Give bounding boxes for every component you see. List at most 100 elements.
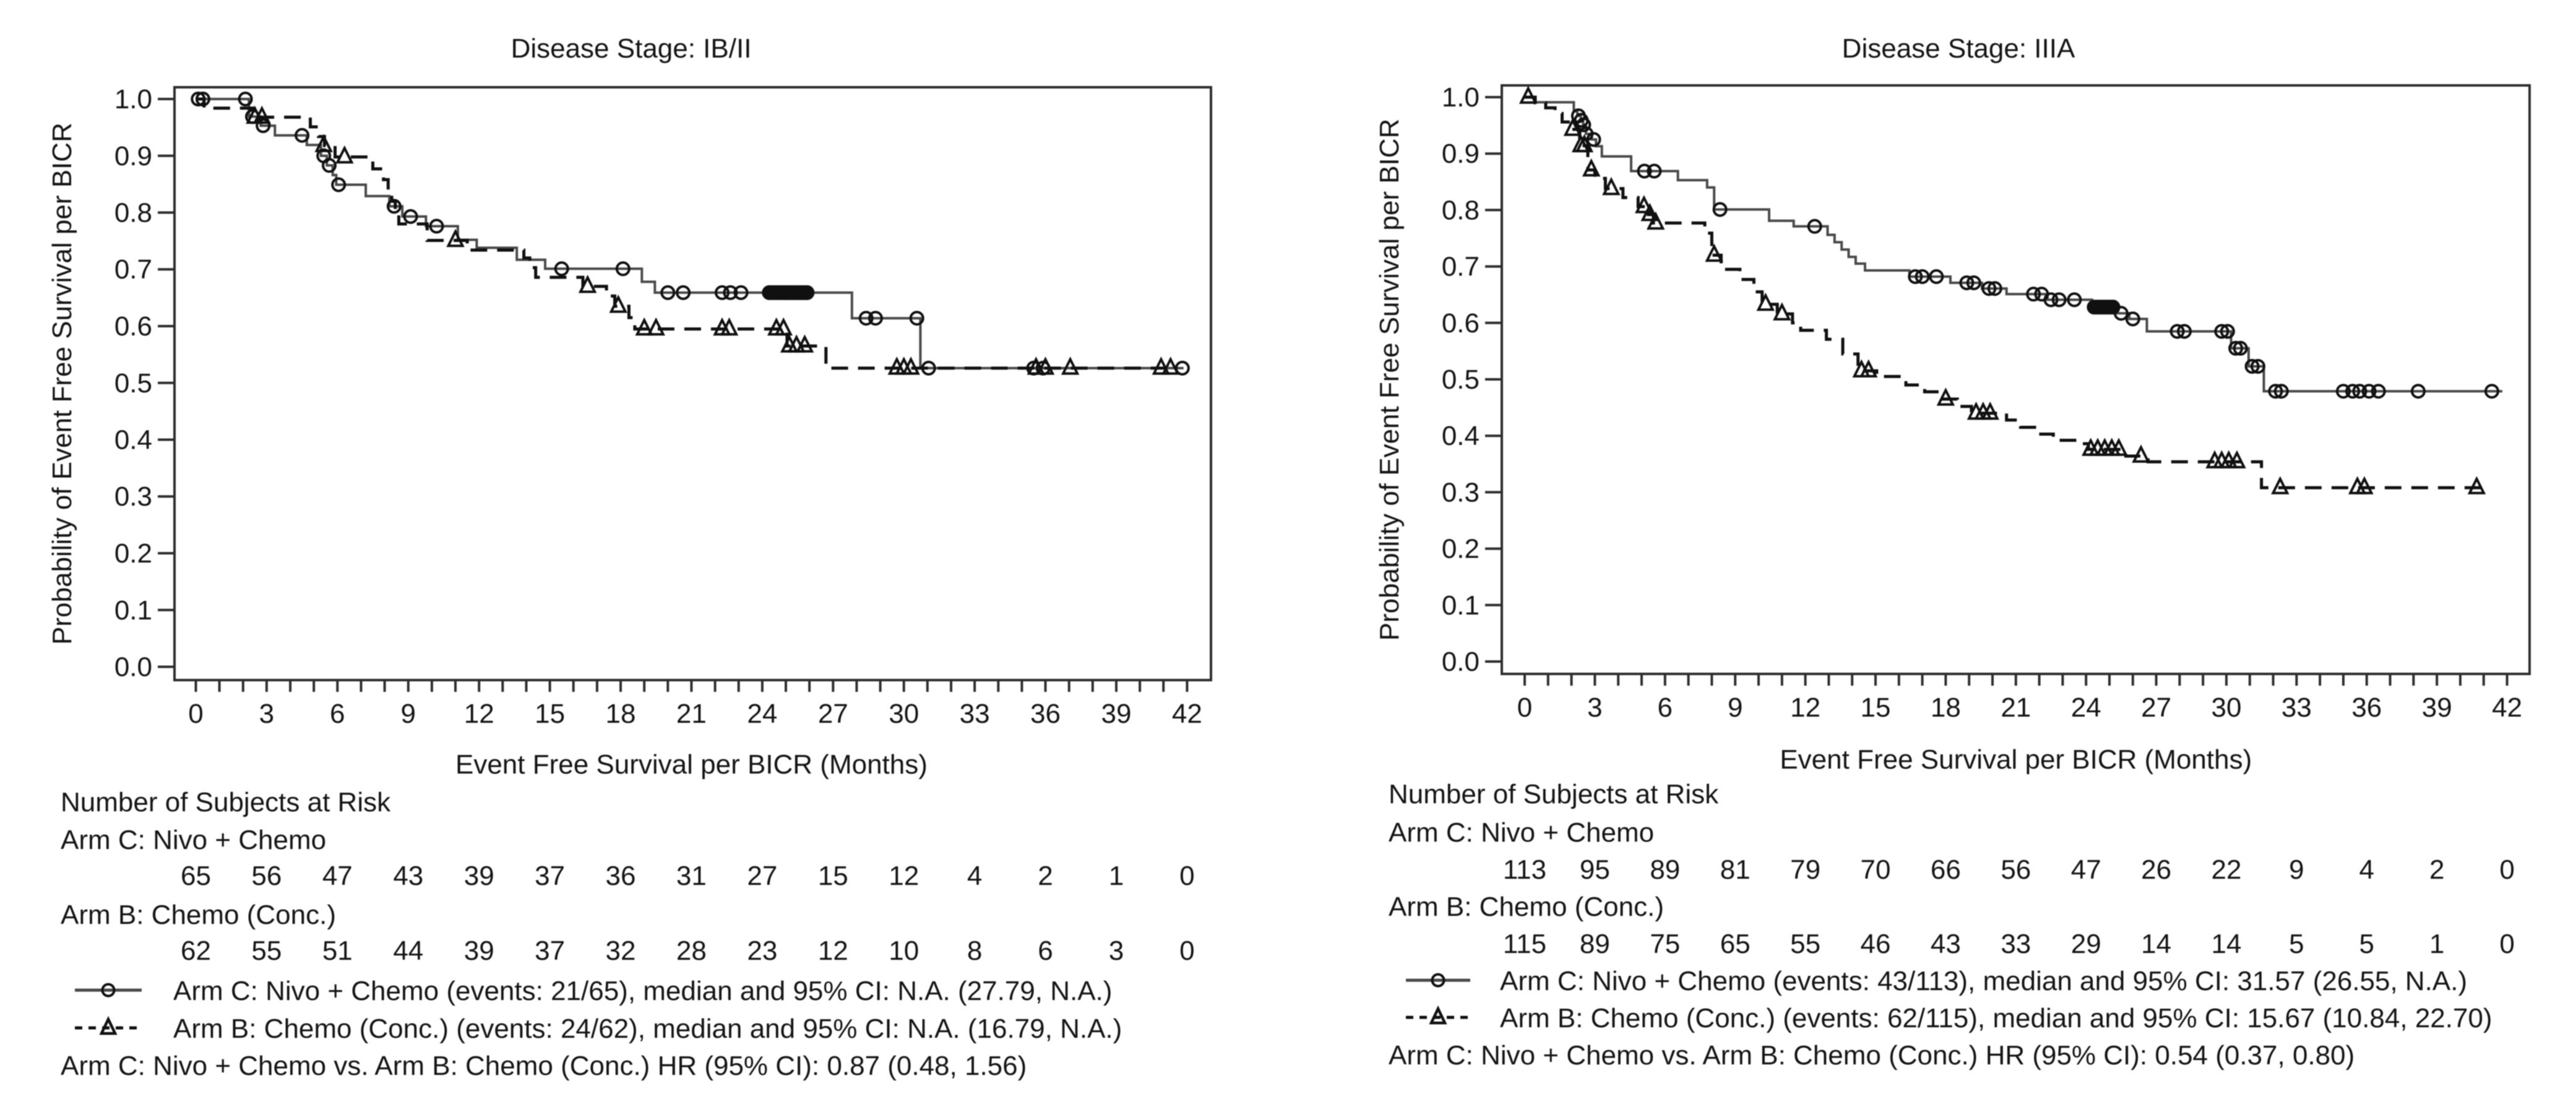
svg-text:3: 3 [259, 699, 274, 729]
svg-text:39: 39 [464, 936, 494, 966]
svg-text:39: 39 [2422, 692, 2452, 723]
svg-text:66: 66 [1931, 855, 1961, 885]
svg-text:0.1: 0.1 [114, 595, 152, 626]
svg-text:42: 42 [1172, 699, 1202, 729]
svg-text:0.3: 0.3 [1442, 477, 1480, 507]
svg-text:27: 27 [747, 861, 777, 891]
svg-text:0.7: 0.7 [114, 254, 152, 285]
svg-text:81: 81 [1720, 855, 1751, 885]
svg-text:95: 95 [1580, 855, 1610, 885]
svg-text:Disease Stage: IIIA: Disease Stage: IIIA [1842, 33, 2075, 64]
svg-text:6: 6 [1658, 692, 1673, 723]
svg-text:0.4: 0.4 [114, 425, 152, 455]
svg-text:0: 0 [2499, 929, 2514, 959]
svg-text:0.9: 0.9 [114, 141, 152, 171]
svg-text:27: 27 [2141, 692, 2171, 723]
svg-text:3: 3 [1587, 692, 1602, 723]
svg-text:15: 15 [535, 699, 565, 729]
svg-text:46: 46 [1861, 929, 1891, 959]
svg-text:47: 47 [2071, 855, 2101, 885]
svg-text:0.5: 0.5 [1442, 364, 1480, 395]
svg-text:29: 29 [2071, 929, 2101, 959]
svg-text:44: 44 [393, 936, 423, 966]
svg-text:33: 33 [2001, 929, 2031, 959]
svg-text:1: 1 [1109, 861, 1124, 891]
svg-text:Event Free Survival per BICR (: Event Free Survival per BICR (Months) [1780, 744, 2252, 775]
svg-text:21: 21 [676, 699, 707, 729]
svg-text:1.0: 1.0 [1442, 82, 1480, 113]
svg-text:0: 0 [2499, 855, 2514, 885]
svg-text:0.9: 0.9 [1442, 139, 1480, 169]
svg-text:55: 55 [251, 936, 282, 966]
svg-text:26: 26 [2141, 855, 2171, 885]
svg-text:0: 0 [1179, 936, 1194, 966]
svg-text:70: 70 [1861, 855, 1891, 885]
svg-text:Number of Subjects at Risk: Number of Subjects at Risk [1389, 779, 1719, 809]
svg-text:15: 15 [1861, 692, 1891, 723]
svg-text:Arm C: Nivo + Chemo: Arm C: Nivo + Chemo [1389, 817, 1654, 848]
svg-text:0: 0 [1517, 692, 1532, 723]
svg-text:115: 115 [1503, 929, 1546, 959]
svg-text:0.0: 0.0 [1442, 647, 1480, 677]
svg-text:12: 12 [889, 861, 919, 891]
svg-text:Arm C: Nivo + Chemo vs. Arm B:: Arm C: Nivo + Chemo vs. Arm B: Chemo (Co… [61, 1051, 1027, 1081]
svg-text:4: 4 [2359, 855, 2374, 885]
svg-text:0.0: 0.0 [114, 652, 152, 683]
svg-text:0.7: 0.7 [1442, 252, 1480, 282]
svg-text:36: 36 [2351, 692, 2382, 723]
svg-text:Arm C: Nivo + Chemo: Arm C: Nivo + Chemo [61, 825, 326, 855]
svg-text:Disease Stage: IB/II: Disease Stage: IB/II [511, 33, 752, 64]
svg-text:65: 65 [1720, 929, 1751, 959]
svg-text:9: 9 [2289, 855, 2304, 885]
svg-text:39: 39 [1101, 699, 1132, 729]
svg-text:30: 30 [889, 699, 919, 729]
svg-text:0: 0 [1179, 861, 1194, 891]
svg-text:12: 12 [818, 936, 848, 966]
svg-text:30: 30 [2212, 692, 2242, 723]
svg-text:12: 12 [464, 699, 494, 729]
svg-text:Event Free Survival per BICR (: Event Free Survival per BICR (Months) [455, 749, 928, 780]
svg-text:14: 14 [2141, 929, 2171, 959]
svg-text:0: 0 [188, 699, 203, 729]
svg-text:0.1: 0.1 [1442, 590, 1480, 621]
svg-text:0.3: 0.3 [114, 481, 152, 512]
svg-text:62: 62 [181, 936, 211, 966]
svg-text:24: 24 [2071, 692, 2101, 723]
svg-text:39: 39 [464, 861, 494, 891]
svg-text:0.4: 0.4 [1442, 421, 1480, 451]
svg-text:23: 23 [747, 936, 777, 966]
svg-text:36: 36 [606, 861, 636, 891]
svg-text:21: 21 [2001, 692, 2031, 723]
svg-text:42: 42 [2492, 692, 2522, 723]
svg-text:89: 89 [1580, 929, 1610, 959]
svg-text:Arm C: Nivo + Chemo vs. Arm B:: Arm C: Nivo + Chemo vs. Arm B: Chemo (Co… [1389, 1040, 2354, 1071]
svg-text:65: 65 [181, 861, 211, 891]
svg-text:43: 43 [393, 861, 423, 891]
svg-text:32: 32 [606, 936, 636, 966]
svg-text:22: 22 [2212, 855, 2242, 885]
svg-text:0.6: 0.6 [114, 311, 152, 342]
svg-text:Arm B: Chemo (Conc.) (events:: Arm B: Chemo (Conc.) (events: 62/115), m… [1500, 1003, 2492, 1033]
svg-text:0.8: 0.8 [1442, 195, 1480, 225]
svg-text:14: 14 [2212, 929, 2242, 959]
svg-text:51: 51 [322, 936, 353, 966]
svg-text:3: 3 [1109, 936, 1124, 966]
svg-text:47: 47 [322, 861, 353, 891]
svg-text:1.0: 1.0 [114, 84, 152, 114]
svg-text:28: 28 [676, 936, 707, 966]
svg-text:Arm C: Nivo + Chemo (events: 4: Arm C: Nivo + Chemo (events: 43/113), me… [1500, 966, 2467, 996]
svg-text:12: 12 [1790, 692, 1820, 723]
svg-text:0.2: 0.2 [114, 538, 152, 569]
svg-text:Probability of Event Free Surv: Probability of Event Free Survival per B… [47, 123, 77, 645]
svg-text:0.2: 0.2 [1442, 534, 1480, 564]
svg-text:6: 6 [1038, 936, 1053, 966]
svg-text:79: 79 [1790, 855, 1820, 885]
svg-text:56: 56 [251, 861, 282, 891]
svg-text:0.8: 0.8 [114, 198, 152, 228]
svg-text:Arm C: Nivo + Chemo (events: 2: Arm C: Nivo + Chemo (events: 21/65), med… [173, 976, 1112, 1006]
svg-text:10: 10 [889, 936, 919, 966]
svg-text:4: 4 [967, 861, 982, 891]
svg-text:43: 43 [1931, 929, 1961, 959]
svg-text:5: 5 [2359, 929, 2374, 959]
svg-text:0.5: 0.5 [114, 368, 152, 399]
